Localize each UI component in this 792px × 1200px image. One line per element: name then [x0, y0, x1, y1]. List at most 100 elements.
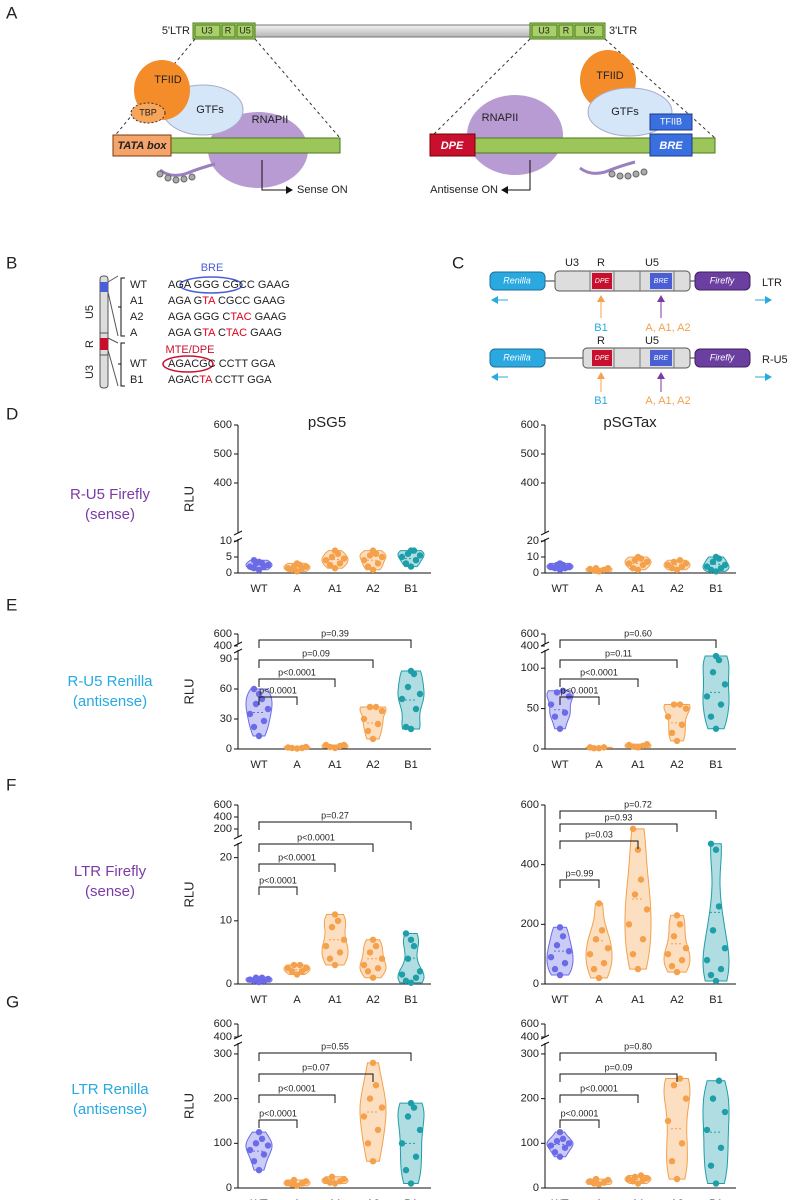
data-point: [366, 949, 374, 956]
gene-label: Renilla: [503, 275, 531, 285]
x-tick-label: B1: [404, 994, 417, 1006]
data-point: [402, 723, 410, 731]
x-tick-label: WT: [250, 1198, 267, 1200]
p-value: p=0.99: [566, 868, 594, 878]
y-tick-label: 50: [527, 702, 539, 714]
data-point: [364, 968, 372, 975]
sequence: AGA GGG CGCC GAAG: [168, 279, 290, 291]
y-tick-label: 0: [533, 567, 539, 579]
ltr-segment: [236, 24, 254, 38]
data-point: [637, 1172, 645, 1179]
data-point: [290, 1176, 298, 1184]
region-label: U5: [84, 305, 96, 319]
data-point: [328, 923, 336, 931]
variant-name: B1: [130, 374, 143, 386]
data-point: [592, 936, 600, 943]
protein-label: RNAPII: [482, 112, 519, 124]
data-point: [712, 725, 720, 732]
data-point: [551, 1149, 559, 1156]
sequence: AGA GTA CGCC GAAG: [168, 295, 285, 307]
data-point: [255, 1166, 263, 1174]
data-point: [412, 705, 420, 713]
data-point: [556, 725, 564, 732]
ltr-label: 5'LTR: [162, 25, 190, 37]
y-tick-label: 100: [521, 662, 539, 674]
data-point: [639, 936, 647, 943]
axis-break: [233, 1041, 243, 1047]
p-value: p<0.0001: [278, 852, 316, 862]
data-point: [586, 950, 594, 958]
data-point: [366, 552, 374, 559]
x-tick-label: A: [293, 583, 301, 595]
significance-bracket: [258, 678, 336, 687]
data-point: [664, 1117, 672, 1125]
rna-beads: [156, 170, 196, 184]
data-point: [250, 723, 258, 731]
data-point: [559, 933, 567, 940]
variant-name: A2: [130, 311, 143, 323]
data-point: [556, 566, 564, 573]
sequence-part: GAAG: [252, 311, 287, 323]
data-point: [369, 735, 377, 743]
y-tick-label: 300: [521, 1048, 539, 1060]
protein-label: TFIID: [154, 74, 182, 86]
data-point: [293, 560, 301, 567]
data-point: [369, 936, 377, 943]
sequence-part: AGA G: [168, 295, 202, 307]
sequence-part: C: [215, 327, 226, 339]
y-tick-label: 200: [521, 918, 539, 930]
data-point: [416, 968, 424, 975]
variant-name: A: [130, 327, 138, 339]
data-point: [565, 1140, 573, 1147]
x-tick-label: A1: [328, 583, 341, 595]
significance-bracket: [559, 1094, 639, 1103]
data-point: [398, 553, 406, 561]
data-point: [331, 565, 339, 572]
data-point: [664, 713, 672, 720]
y-tick-label: 5: [226, 551, 232, 563]
data-point: [556, 1153, 564, 1160]
data-point: [631, 1173, 639, 1181]
p-value: p=0.09: [605, 1062, 633, 1072]
y-tick-label: 10: [220, 915, 232, 927]
region-label: R: [84, 340, 96, 348]
y-tick-label: 600: [521, 1018, 539, 1030]
x-tick-label: A1: [631, 994, 644, 1006]
data-point: [372, 1082, 380, 1089]
x-tick-label: B1: [709, 583, 722, 595]
data-point: [712, 652, 720, 660]
data-point: [402, 930, 410, 937]
data-point: [712, 977, 720, 985]
data-point: [673, 737, 681, 745]
element-label: DPE: [595, 278, 610, 285]
significance-bracket: [559, 879, 600, 888]
data-point: [407, 936, 415, 943]
data-point: [290, 961, 298, 969]
x-tick-label: A2: [670, 994, 683, 1006]
data-point: [322, 942, 330, 950]
data-point: [372, 942, 380, 950]
ltr-segment: [221, 24, 236, 38]
region-label: U5: [645, 257, 659, 269]
arrow: [261, 160, 293, 194]
data-point: [284, 565, 292, 572]
sequence-part: GAAG: [247, 327, 282, 339]
panel-letter: E: [6, 595, 17, 614]
sequence-part: TA: [199, 374, 213, 386]
region-label: U3: [84, 365, 96, 379]
mutant-label: A, A1, A2: [645, 322, 690, 334]
data-point: [246, 563, 254, 570]
data-point: [293, 971, 301, 978]
data-point: [678, 1140, 686, 1147]
significance-bracket: [559, 1119, 600, 1128]
dpe-box: [429, 133, 476, 157]
data-point: [331, 911, 339, 918]
data-point: [634, 744, 642, 751]
x-tick-label: WT: [551, 994, 568, 1006]
data-point: [412, 974, 420, 981]
ltr-segment: [558, 24, 574, 38]
significance-bracket: [559, 639, 717, 648]
sequence-part: CCTT GGA: [212, 374, 272, 386]
ltr-segment: [574, 24, 604, 38]
data-point: [668, 962, 676, 970]
